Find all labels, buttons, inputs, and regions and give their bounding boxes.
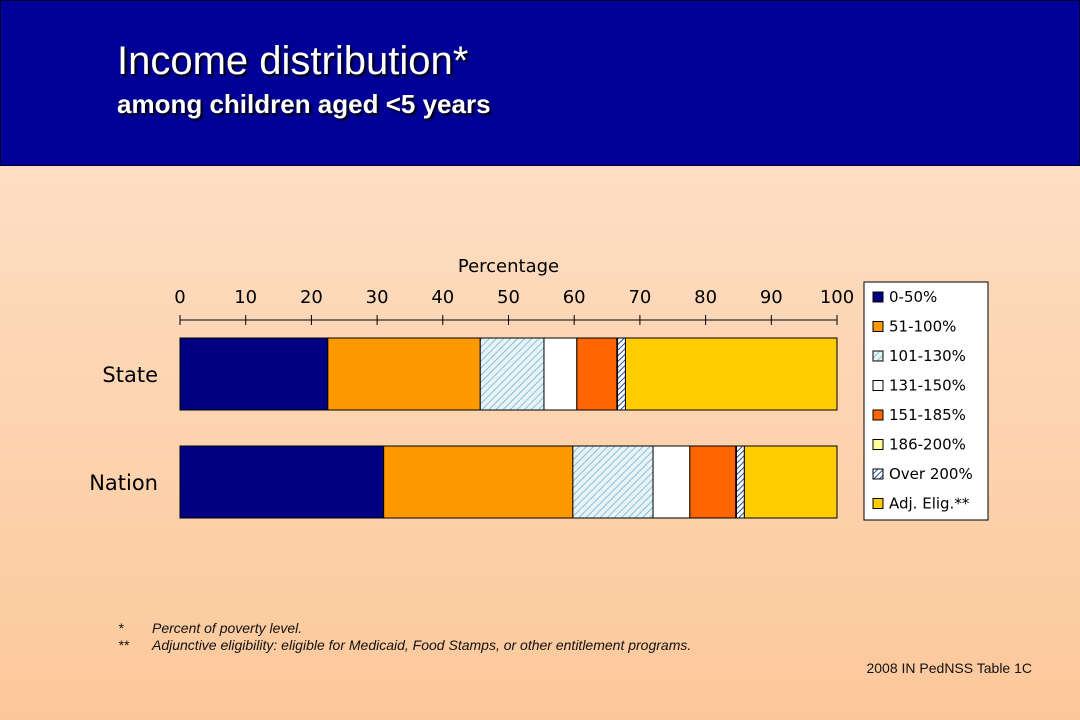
bar-segment-nation-adj-elig (743, 445, 838, 519)
legend-label: Over 200% (889, 465, 973, 483)
x-tick-label: 30 (366, 287, 389, 308)
bar-segment-state-131-150 (543, 337, 578, 411)
legend-label: 0-50% (889, 288, 937, 306)
bar-segment-nation-51-100 (383, 445, 574, 519)
x-tick-label: 10 (234, 287, 257, 308)
x-tick-label: 90 (760, 287, 783, 308)
legend-swatch (872, 468, 884, 480)
x-tick-label: 80 (694, 287, 717, 308)
bar-segment-state-0-50 (179, 337, 329, 411)
source-note: 2008 IN PedNSS Table 1C (866, 660, 1032, 676)
legend-swatch (872, 350, 884, 362)
legend-swatch (872, 380, 884, 391)
bar-segment-nation-151-185 (689, 445, 737, 519)
footnotes: * Percent of poverty level. ** Adjunctiv… (118, 620, 691, 654)
footnote-text: Adjunctive eligibility: eligible for Med… (152, 637, 692, 653)
legend-swatch (872, 291, 884, 303)
x-tick-label: 0 (174, 287, 185, 308)
category-label: Nation (89, 471, 158, 495)
legend-box (863, 281, 989, 521)
chart-subtitle: among children aged <5 years (117, 89, 491, 119)
legend-label: 101-130% (889, 347, 966, 365)
bar-segment-nation-over-200 (735, 445, 745, 519)
x-axis-label: Percentage (458, 256, 559, 277)
x-tick-label: 60 (563, 287, 586, 308)
legend-label: 186-200% (889, 436, 966, 454)
x-tick-label: 40 (431, 287, 454, 308)
bar-segment-nation-101-130 (572, 445, 654, 519)
bar-segment-state-over-200 (617, 337, 626, 411)
x-tick-label: 70 (628, 287, 651, 308)
bar-segment-nation-131-150 (652, 445, 691, 519)
bar-segment-state-151-185 (576, 337, 618, 411)
category-label: State (102, 363, 158, 387)
footnote-1: * Percent of poverty level. (118, 620, 691, 637)
footnote-2: ** Adjunctive eligibility: eligible for … (118, 637, 691, 654)
title-banner: Income distribution* among children aged… (0, 0, 1080, 166)
bar-segment-state-101-130 (479, 337, 545, 411)
legend-label: 131-150% (889, 377, 966, 395)
chart-title: Income distribution* (117, 39, 469, 83)
legend-swatch (872, 409, 884, 421)
x-tick-label: 20 (300, 287, 323, 308)
legend-swatch (872, 321, 884, 332)
legend-swatch (872, 439, 884, 450)
x-tick-label: 50 (497, 287, 520, 308)
bar-segment-state-51-100 (327, 337, 481, 411)
footnote-mark: ** (118, 637, 129, 653)
legend-swatch (872, 498, 884, 509)
bar-segment-nation-0-50 (179, 445, 385, 519)
x-tick-label: 100 (820, 287, 854, 308)
footnote-text: Percent of poverty level. (152, 620, 303, 636)
legend-label: Adj. Elig.** (889, 495, 970, 513)
legend-label: 151-185% (889, 406, 966, 424)
legend-label: 51-100% (889, 318, 956, 336)
footnote-mark: * (118, 620, 124, 636)
bar-segment-state-adj-elig (624, 337, 838, 411)
